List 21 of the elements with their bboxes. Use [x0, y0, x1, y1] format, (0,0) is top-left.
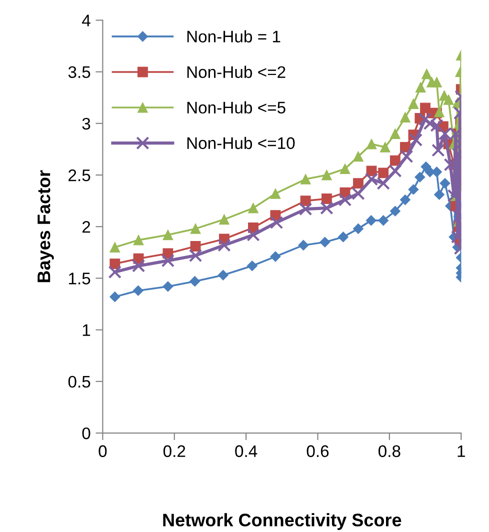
x-tick-label: 0.4: [235, 445, 258, 458]
legend-label: Non-Hub <=10: [187, 136, 295, 150]
y-tick-label: 2.5: [68, 169, 90, 182]
y-tick-label: 1.5: [68, 272, 90, 284]
y-tick-label: 0: [82, 427, 90, 440]
x-tick-label: 0.2: [163, 445, 186, 458]
x-axis-title: Network Connectivity Score: [163, 513, 402, 530]
legend-label: Non-Hub <=2: [187, 66, 286, 78]
y-tick-label: 3: [82, 118, 90, 130]
legend-label: Non-Hub <=5: [187, 101, 286, 114]
y-axis-title: Bayes Factor: [38, 170, 54, 282]
x-tick-label: 0.8: [378, 445, 400, 458]
x-tick-label: 0.6: [306, 445, 329, 458]
y-tick-label: 0.5: [68, 376, 90, 388]
y-tick-label: 3.5: [68, 66, 90, 78]
legend-label: Non-Hub = 1: [187, 30, 280, 42]
x-tick-label: 1: [458, 445, 465, 457]
y-tick-label: 4: [82, 14, 90, 26]
x-tick-label: 0: [98, 445, 107, 458]
y-tick-label: 1: [82, 324, 90, 336]
y-tick-label: 2: [82, 221, 90, 233]
